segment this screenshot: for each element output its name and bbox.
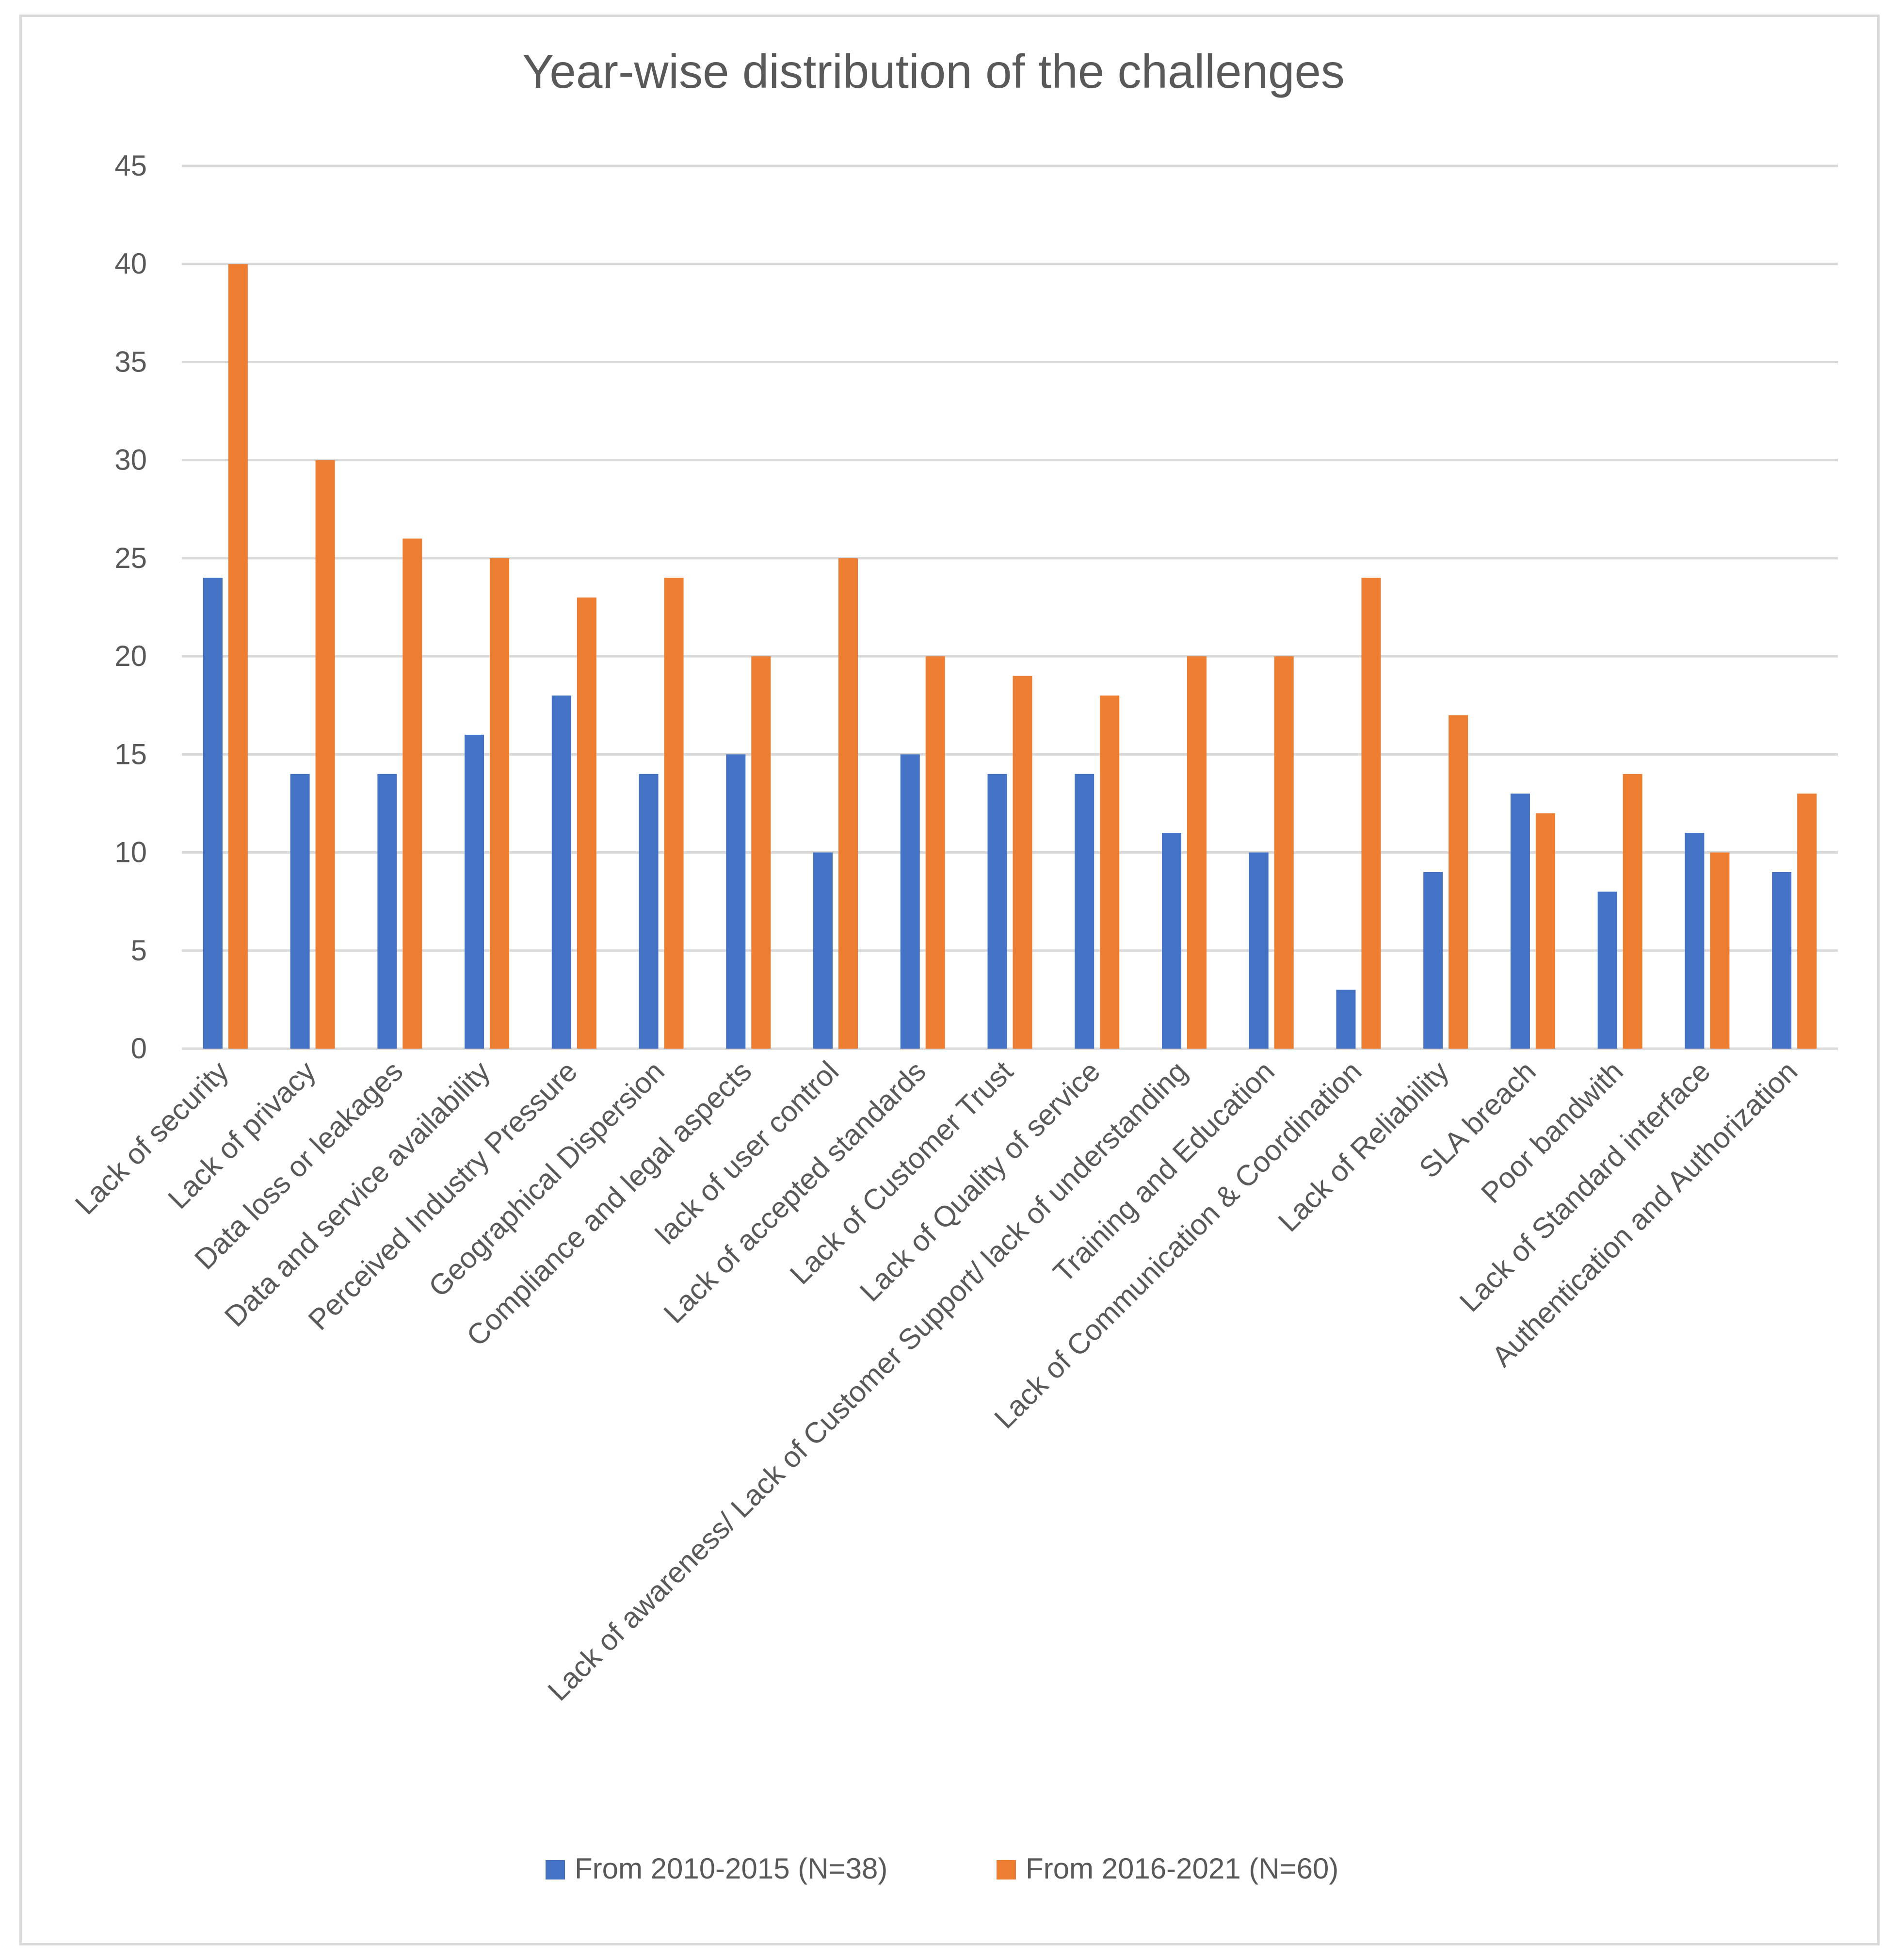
chart-frame: Year-wise distribution of the challenges… [19, 15, 1880, 1945]
legend-label: From 2016-2021 (N=60) [1026, 1852, 1338, 1885]
y-tick-label: 30 [114, 444, 147, 476]
bar-2016-2021-14 [1361, 578, 1381, 1049]
y-tick-label: 35 [114, 345, 147, 378]
bar-2016-2021-12 [1187, 656, 1207, 1049]
bar-2010-2015-10 [987, 774, 1007, 1049]
legend-label: From 2010-2015 (N=38) [575, 1852, 887, 1885]
legend-swatch [546, 1860, 565, 1879]
bar-2010-2015-12 [1161, 833, 1181, 1049]
bar-2016-2021-2 [315, 460, 335, 1049]
chart-title: Year-wise distribution of the challenges [522, 45, 1345, 98]
bar-2016-2021-5 [577, 597, 596, 1049]
bar-2016-2021-17 [1623, 774, 1642, 1049]
bar-2010-2015-9 [900, 754, 920, 1049]
legend-swatch [997, 1860, 1016, 1879]
bar-2010-2015-15 [1423, 872, 1443, 1049]
y-tick-label: 5 [131, 934, 147, 967]
y-tick-label: 15 [114, 738, 147, 770]
bar-2016-2021-15 [1448, 715, 1468, 1049]
y-tick-label: 0 [131, 1032, 147, 1065]
bar-chart: Year-wise distribution of the challenges… [69, 45, 1838, 1885]
y-axis-tick-labels: 0 5 10 15 20 25 30 35 40 45 [114, 149, 147, 1065]
bar-2010-2015-7 [726, 754, 746, 1049]
bar-2016-2021-4 [490, 558, 510, 1049]
bar-2010-2015-19 [1772, 872, 1792, 1049]
bar-2010-2015-4 [465, 734, 484, 1049]
bar-2010-2015-18 [1685, 833, 1705, 1049]
bars [203, 264, 1817, 1049]
bar-2016-2021-18 [1710, 852, 1730, 1049]
bar-2016-2021-8 [838, 558, 858, 1049]
bar-2016-2021-3 [402, 538, 422, 1049]
bar-2016-2021-10 [1013, 676, 1032, 1049]
bar-2016-2021-19 [1797, 794, 1817, 1049]
bar-2016-2021-1 [228, 264, 248, 1049]
bar-2010-2015-14 [1336, 989, 1356, 1049]
bar-2010-2015-2 [290, 774, 310, 1049]
bar-2016-2021-6 [664, 578, 684, 1049]
y-tick-label: 10 [114, 836, 147, 869]
y-tick-label: 25 [114, 542, 147, 574]
bar-2010-2015-1 [203, 578, 223, 1049]
bar-2016-2021-11 [1100, 696, 1120, 1049]
bar-2016-2021-13 [1274, 656, 1294, 1049]
bar-2010-2015-13 [1249, 852, 1269, 1049]
gridlines [182, 164, 1838, 1050]
y-tick-label: 20 [114, 640, 147, 672]
legend: From 2010-2015 (N=38) From 2016-2021 (N=6… [546, 1852, 1338, 1885]
bar-2016-2021-9 [925, 656, 945, 1049]
bar-2016-2021-16 [1535, 813, 1555, 1049]
bar-2010-2015-8 [813, 852, 833, 1049]
y-tick-label: 40 [114, 247, 147, 280]
bar-2016-2021-7 [751, 656, 771, 1049]
y-tick-label: 45 [114, 149, 147, 182]
x-category-label: Lack of privacy [161, 1055, 322, 1215]
bar-2010-2015-3 [377, 774, 397, 1049]
x-category-label: Lack of security [69, 1055, 235, 1221]
x-category-label: Authentication and Authorization [1485, 1055, 1803, 1373]
bar-2010-2015-16 [1510, 794, 1530, 1049]
bar-2010-2015-11 [1075, 774, 1094, 1049]
bar-2010-2015-17 [1597, 891, 1617, 1049]
bar-2010-2015-6 [639, 774, 659, 1049]
bar-2010-2015-5 [551, 696, 571, 1049]
